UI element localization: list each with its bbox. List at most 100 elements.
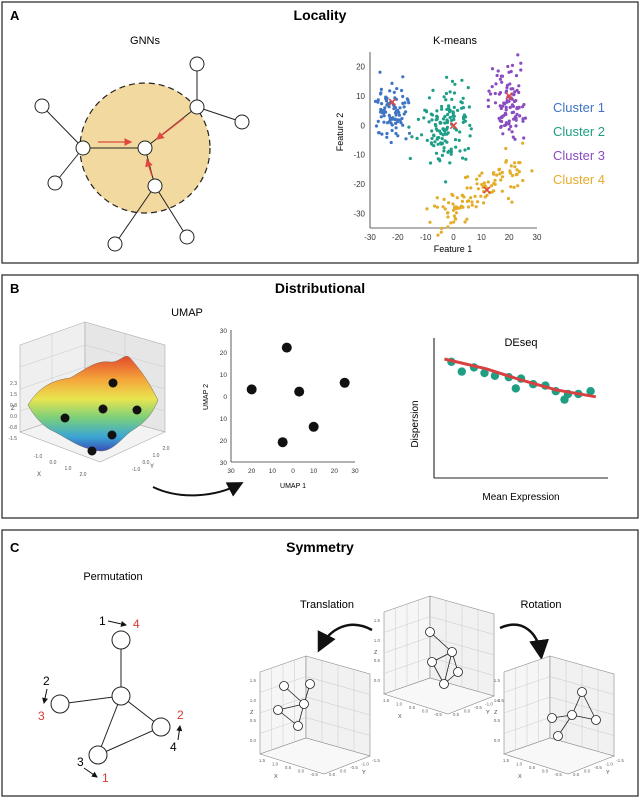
relabel-arrow <box>42 688 48 704</box>
kmeans-point <box>379 92 383 96</box>
kmeans-point <box>505 86 509 90</box>
panel-c: C Symmetry Permutation 1 4 2 3 4 2 3 <box>1 529 639 797</box>
kmeans-y-tick: 0 <box>361 121 366 130</box>
umap-y-tick: 20 <box>220 350 228 357</box>
cube-y-tick: -1.0 <box>361 762 369 767</box>
deseq-chart: Mean Expression Dispersion <box>410 338 608 503</box>
kmeans-point <box>515 106 519 110</box>
kmeans-point <box>510 200 514 204</box>
cube-y-tick: -0.5 <box>594 765 602 770</box>
kmeans-point <box>387 113 391 117</box>
kmeans-point <box>427 120 431 124</box>
outer-node <box>107 236 123 252</box>
kmeans-x-tick: -10 <box>420 233 432 242</box>
umap-x-tick: 20 <box>331 468 339 475</box>
permutation-subtitle: Permutation <box>83 571 142 583</box>
kmeans-point <box>518 114 522 118</box>
message-arrow <box>155 117 185 140</box>
cube-z-tick: 0.5 <box>374 658 381 663</box>
cube-graph-node <box>273 705 283 715</box>
kmeans-point <box>504 121 508 125</box>
kmeans-point <box>521 119 525 123</box>
kmeans-point <box>460 78 464 82</box>
kmeans-point <box>444 180 448 184</box>
kmeans-point <box>511 110 516 114</box>
kmeans-point <box>432 144 436 148</box>
kmeans-point <box>428 220 432 224</box>
kmeans-point <box>448 108 452 112</box>
kmeans-point <box>453 82 457 86</box>
cube-graph-node <box>425 627 435 637</box>
cube-y-label: Y <box>606 770 610 776</box>
kmeans-point <box>450 79 455 83</box>
umap-y-tick: 20 <box>220 438 228 445</box>
kmeans-point <box>428 161 433 165</box>
kmeans-point <box>454 207 458 211</box>
outer-node <box>234 114 250 130</box>
dispersion-trend-line <box>444 357 597 399</box>
kmeans-point <box>517 90 521 95</box>
cube-x-tick: -0.5 <box>434 712 442 717</box>
kmeans-point <box>518 161 522 165</box>
kmeans-point <box>513 137 517 141</box>
kmeans-point <box>511 135 515 139</box>
surface-z-tick: -1.5 <box>8 436 17 442</box>
kmeans-point <box>452 91 457 95</box>
cube-original: 1.51.00.50.01.51.00.50.0-0.5 0.50.0-0.5-1… <box>374 595 504 720</box>
kmeans-point <box>389 140 393 145</box>
surface-x-label: X <box>37 472 41 478</box>
kmeans-point <box>407 125 411 129</box>
message-arrow <box>145 158 153 177</box>
outer-node <box>34 98 50 114</box>
kmeans-point <box>435 205 439 209</box>
kmeans-point <box>480 171 484 175</box>
kmeans-point <box>498 77 502 81</box>
deseq-point <box>511 384 520 393</box>
panel-a-title: Locality <box>294 7 347 23</box>
cube-y-tick: -0.5 <box>350 765 358 770</box>
kmeans-point <box>431 88 435 92</box>
kmeans-point <box>383 106 387 110</box>
kmeans-point <box>476 187 480 191</box>
neighbor-node <box>189 99 205 115</box>
kmeans-point <box>406 98 410 102</box>
kmeans-point <box>492 181 496 185</box>
kmeans-point <box>466 86 470 90</box>
kmeans-point <box>398 106 402 110</box>
kmeans-point <box>482 189 486 194</box>
cube-graph-edge <box>581 691 597 721</box>
permutation-graph: 1 4 2 3 4 2 3 1 <box>38 614 184 785</box>
kmeans-point <box>510 174 515 178</box>
kmeans-point <box>463 220 467 224</box>
kmeans-point <box>503 102 507 106</box>
cube-graph-node <box>305 679 315 689</box>
cube-x-tick: -0.5 <box>554 772 562 777</box>
kmeans-point <box>510 92 514 96</box>
kmeans-point <box>458 130 462 134</box>
kmeans-point <box>377 131 381 135</box>
kmeans-point <box>425 110 429 114</box>
kmeans-point <box>499 125 503 129</box>
kmeans-point <box>468 123 472 127</box>
kmeans-point <box>513 90 517 94</box>
kmeans-x-tick: 20 <box>505 233 514 242</box>
cube-x-tick: 1.5 <box>503 758 510 763</box>
kmeans-point <box>407 131 412 135</box>
gnn-graph <box>34 56 250 252</box>
kmeans-point <box>463 175 468 180</box>
cube-z-label: Z <box>374 650 378 656</box>
kmeans-point <box>465 199 469 203</box>
cube-z-tick: 0.5 <box>250 718 257 723</box>
kmeans-point <box>442 95 446 99</box>
legend-cluster-3: Cluster 3 <box>553 148 605 163</box>
kmeans-point <box>452 105 456 109</box>
kmeans-point <box>482 181 486 185</box>
kmeans-point <box>449 221 453 225</box>
kmeans-point <box>500 170 504 175</box>
kmeans-point <box>442 197 446 201</box>
cube-x-tick: 1.0 <box>516 762 523 767</box>
umap-y-tick: 10 <box>220 372 228 379</box>
kmeans-point <box>512 185 516 189</box>
kmeans-point <box>508 105 512 110</box>
kmeans-x-tick: -30 <box>364 233 376 242</box>
